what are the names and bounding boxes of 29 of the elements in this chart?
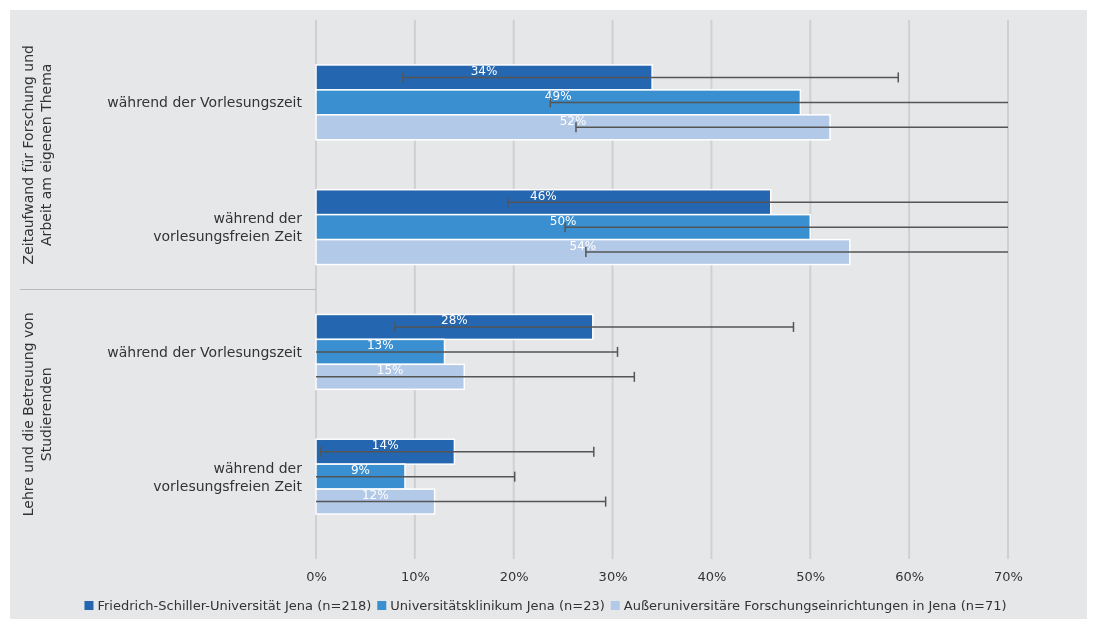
data-label: 13% (366, 338, 394, 353)
data-label: 9% (350, 463, 371, 478)
y-tick-label: während der Vorlesungszeit (107, 94, 303, 111)
data-label: 12% (361, 488, 389, 503)
data-label: 28% (441, 313, 468, 328)
y-tick-label: während der Vorlesungszeit (107, 343, 303, 360)
x-tick-label: 30% (598, 569, 628, 585)
x-tick-label: 70% (994, 569, 1023, 585)
data-label: 15% (376, 363, 404, 378)
x-tick-label: 40% (697, 569, 727, 585)
data-label: 46% (530, 188, 557, 203)
x-tick-label: 0% (306, 569, 327, 585)
data-label: 50% (549, 213, 577, 228)
data-label: 34% (470, 63, 498, 78)
legend-label: Friedrich-Schiller-Universität Jena (n=218) (97, 598, 372, 613)
x-tick-label: 10% (400, 569, 430, 585)
x-tick-label: 50% (796, 569, 826, 585)
data-label: 54% (569, 238, 597, 253)
y-tick-label: während der vorlesungsfreien Zeit (153, 210, 303, 245)
x-tick-label: 60% (895, 569, 925, 585)
x-tick-label: 20% (499, 569, 529, 585)
text: Lehre und die Betreuung von Studierenden (20, 312, 54, 517)
data-label: 52% (559, 113, 587, 128)
legend-label: Universitätsklinikum Jena (n=23) (390, 598, 605, 613)
text: Zeitaufwand für Forschung und Arbeit am eigenen Thema (20, 45, 54, 265)
data-label: 49% (544, 88, 572, 103)
data-label: 14% (371, 438, 399, 453)
legend-label: Außeruniversitäre Forschungseinrichtungen in Jena (n=71) (623, 598, 1007, 613)
y-tick-label: während der vorlesungsfreien Zeit (153, 459, 303, 494)
